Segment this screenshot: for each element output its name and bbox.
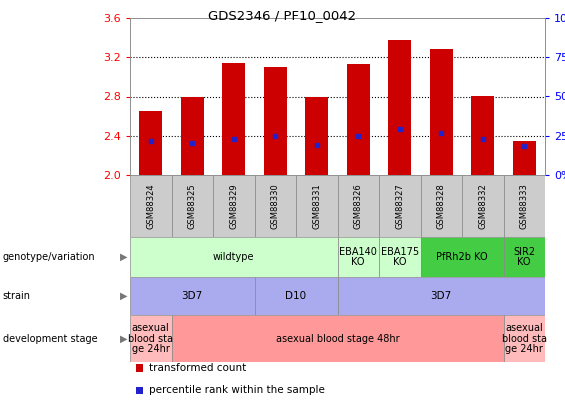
Text: development stage: development stage bbox=[3, 333, 97, 343]
Text: asexual blood stage 48hr: asexual blood stage 48hr bbox=[276, 333, 399, 343]
Text: strain: strain bbox=[3, 291, 31, 301]
Bar bbox=[181, 96, 203, 175]
Bar bbox=[513, 141, 536, 175]
Bar bbox=[337, 277, 545, 315]
Text: GSM88328: GSM88328 bbox=[437, 183, 446, 229]
Text: transformed count: transformed count bbox=[149, 363, 246, 373]
Bar bbox=[130, 175, 172, 237]
Text: ▶: ▶ bbox=[120, 333, 127, 343]
Bar bbox=[130, 315, 172, 362]
Bar bbox=[305, 98, 328, 175]
Text: ▶: ▶ bbox=[120, 291, 127, 301]
Text: asexual
blood sta
ge 24hr: asexual blood sta ge 24hr bbox=[502, 323, 547, 354]
Bar bbox=[503, 315, 545, 362]
Text: GSM88326: GSM88326 bbox=[354, 183, 363, 229]
Bar bbox=[379, 175, 420, 237]
Text: GSM88327: GSM88327 bbox=[396, 183, 404, 229]
Text: GSM88329: GSM88329 bbox=[229, 183, 238, 229]
Text: EBA175
KO: EBA175 KO bbox=[381, 247, 419, 267]
Bar bbox=[130, 237, 337, 277]
Text: EBA140
KO: EBA140 KO bbox=[340, 247, 377, 267]
Bar bbox=[337, 237, 379, 277]
Text: asexual
blood sta
ge 24hr: asexual blood sta ge 24hr bbox=[128, 323, 173, 354]
Text: percentile rank within the sample: percentile rank within the sample bbox=[149, 385, 324, 395]
Bar bbox=[347, 64, 370, 175]
Bar bbox=[213, 175, 254, 237]
Bar bbox=[254, 175, 296, 237]
Text: GSM88332: GSM88332 bbox=[478, 183, 487, 229]
Bar bbox=[388, 40, 411, 175]
Bar bbox=[420, 175, 462, 237]
Text: PfRh2b KO: PfRh2b KO bbox=[436, 252, 488, 262]
Bar bbox=[379, 237, 420, 277]
Bar bbox=[130, 277, 254, 315]
Bar bbox=[254, 277, 337, 315]
Bar bbox=[503, 175, 545, 237]
Bar bbox=[172, 315, 503, 362]
Bar bbox=[264, 67, 286, 175]
Bar bbox=[462, 175, 503, 237]
Bar bbox=[296, 175, 337, 237]
Bar bbox=[503, 237, 545, 277]
Bar bbox=[223, 63, 245, 175]
Text: 3D7: 3D7 bbox=[181, 291, 203, 301]
Bar bbox=[337, 175, 379, 237]
Bar bbox=[420, 237, 503, 277]
Bar bbox=[471, 96, 494, 175]
Bar bbox=[172, 175, 213, 237]
Text: GSM88325: GSM88325 bbox=[188, 183, 197, 229]
Text: genotype/variation: genotype/variation bbox=[3, 252, 95, 262]
Text: GSM88330: GSM88330 bbox=[271, 183, 280, 229]
Bar bbox=[430, 49, 453, 175]
Text: GSM88333: GSM88333 bbox=[520, 183, 529, 229]
Text: D10: D10 bbox=[285, 291, 307, 301]
Text: wildtype: wildtype bbox=[213, 252, 254, 262]
Text: GSM88324: GSM88324 bbox=[146, 183, 155, 229]
Text: ▶: ▶ bbox=[120, 252, 127, 262]
Text: GSM88331: GSM88331 bbox=[312, 183, 321, 229]
Text: SIR2
KO: SIR2 KO bbox=[513, 247, 535, 267]
Text: GDS2346 / PF10_0042: GDS2346 / PF10_0042 bbox=[208, 9, 357, 22]
Bar bbox=[140, 111, 162, 175]
Text: 3D7: 3D7 bbox=[431, 291, 452, 301]
